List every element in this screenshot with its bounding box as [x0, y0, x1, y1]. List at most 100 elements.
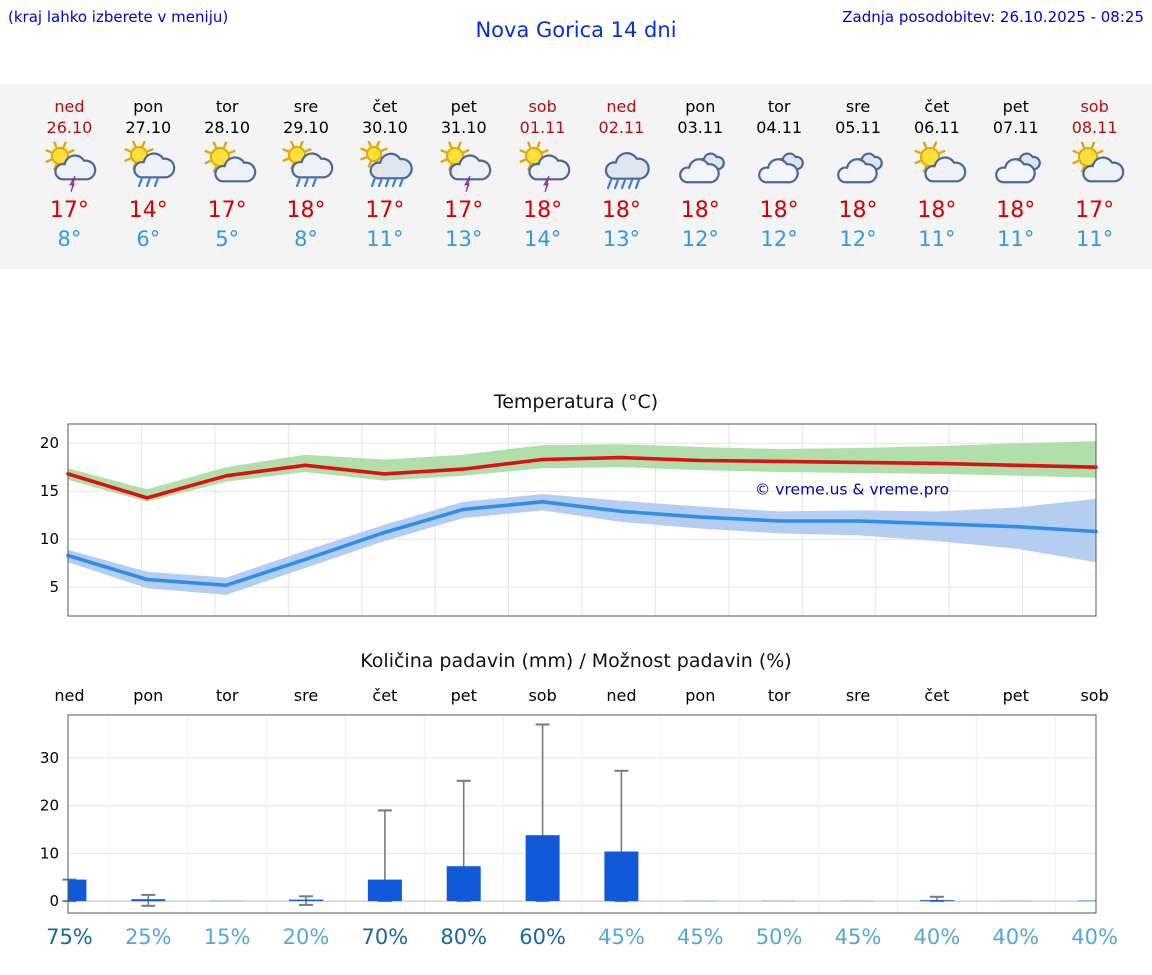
day-name: sob: [1080, 97, 1109, 116]
high-temp: 18°: [286, 198, 326, 223]
forecast-day-29.10[interactable]: sre 29.10 18° 8°: [267, 96, 346, 253]
forecast-day-05.11[interactable]: sre 05.11 18° 12°: [819, 96, 898, 253]
low-temp: 11°: [366, 227, 404, 251]
sun-cloud-thunder-icon: [518, 141, 570, 193]
svg-text:30: 30: [40, 749, 59, 767]
day-date: 07.11: [992, 118, 1039, 137]
day-date: 04.11: [756, 118, 803, 137]
precip-probability: 20%: [282, 925, 330, 949]
high-temp: 18°: [523, 198, 563, 223]
forecast-day-04.11[interactable]: tor 04.11 18° 12°: [740, 96, 819, 253]
day-date: 08.11: [1071, 118, 1118, 137]
low-temp: 8°: [57, 227, 82, 251]
weather-icon-slot: [424, 141, 503, 195]
day-name: pon: [685, 97, 716, 116]
low-temp: 13°: [602, 227, 641, 251]
weather-icon-slot: [345, 140, 424, 195]
precip-probability: 75%: [46, 925, 93, 949]
precip-day-label: tor: [215, 686, 239, 705]
high-temp: 18°: [838, 198, 878, 223]
precip-probability: 45%: [598, 925, 645, 949]
precip-day-label: pet: [1002, 686, 1029, 705]
forecast-day-03.11[interactable]: pon 03.11 18° 12°: [661, 96, 740, 253]
low-temp: 12°: [681, 227, 719, 251]
forecast-day-31.10[interactable]: pet 31.10 17° 13°: [424, 96, 503, 253]
low-temp: 12°: [839, 227, 877, 251]
menu-hint: (kraj lahko izberete v meniju): [8, 8, 229, 26]
day-name: tor: [767, 97, 791, 116]
forecast-day-06.11[interactable]: čet 06.11 18° 11°: [897, 96, 976, 253]
precip-probability: 25%: [124, 925, 172, 949]
precip-probability: 45%: [676, 925, 724, 949]
svg-text:15: 15: [40, 482, 59, 500]
sun-cloud-rain-icon: [124, 140, 176, 188]
precip-probability: 60%: [519, 925, 566, 949]
low-temp: 14°: [523, 227, 562, 251]
forecast-day-28.10[interactable]: tor 28.10 17° 5°: [188, 96, 267, 253]
weather-icon-slot: [30, 141, 109, 195]
svg-text:10: 10: [40, 844, 59, 862]
precip-day-label: sre: [293, 686, 319, 705]
spacer: [0, 269, 1152, 391]
precip-day-label: sob: [528, 686, 557, 705]
temperature-chart: © vreme.us & vreme.pro 5 10 15 20: [40, 423, 1098, 617]
forecast-day-02.11[interactable]: ned 02.11 18° 13°: [582, 96, 661, 253]
high-temp: 18°: [601, 198, 641, 223]
day-name: pet: [1002, 97, 1029, 116]
precip-day-label: pon: [685, 686, 716, 705]
precip-probability-row: 75% 25% 15% 20% 70% 80% 60% 45% 45% 50% 45% 40% 40% 4…: [0, 925, 1152, 949]
high-temp: 17°: [207, 198, 247, 223]
high-temp: 18°: [917, 198, 957, 223]
svg-text:10: 10: [40, 530, 59, 548]
forecast-day-07.11[interactable]: pet 07.11 18° 11°: [976, 96, 1055, 253]
forecast-day-08.11[interactable]: sob 08.11 17° 11°: [1055, 96, 1134, 253]
day-date: 27.10: [125, 118, 172, 137]
day-date: 30.10: [361, 118, 408, 137]
weather-icon-slot: [503, 141, 582, 195]
precip-probability: 40%: [1071, 925, 1118, 949]
day-name: čet: [924, 97, 950, 116]
weather-icon-slot: [109, 140, 188, 195]
top-bar: (kraj lahko izberete v meniju) Nova Gori…: [0, 0, 1152, 84]
precip-day-label: sre: [845, 686, 871, 705]
low-temp: 12°: [760, 227, 798, 251]
low-temp: 5°: [215, 227, 240, 251]
svg-text:20: 20: [40, 434, 59, 452]
weather-icon-slot: [267, 140, 346, 195]
cloud-icon: [837, 152, 883, 184]
precipitation-chart-title: Količina padavin (mm) / Možnost padavin …: [360, 650, 792, 672]
precip-probability: 40%: [913, 925, 961, 949]
forecast-day-27.10[interactable]: pon 27.10 14° 6°: [109, 96, 188, 253]
forecast-day-26.10[interactable]: ned 26.10 17° 8°: [30, 96, 109, 253]
forecast-day-30.10[interactable]: čet 30.10 17° 11°: [345, 96, 424, 253]
high-temp: 18°: [996, 198, 1036, 223]
day-date: 29.10: [283, 118, 329, 137]
day-date: 01.11: [519, 118, 566, 137]
sun-cloud-icon: [1072, 141, 1124, 183]
low-temp: 13°: [445, 227, 483, 251]
weather-icon-slot: [976, 141, 1055, 195]
cloud-rain-heavy-icon: [605, 152, 651, 190]
high-temp: 17°: [365, 198, 405, 223]
forecast-day-01.11[interactable]: sob 01.11 18° 14°: [503, 96, 582, 253]
low-temp: 11°: [1075, 227, 1114, 251]
sun-cloud-thunder-icon: [440, 141, 491, 193]
low-temp: 6°: [136, 227, 161, 251]
weather-icon-slot: [582, 141, 661, 195]
precip-day-label: pon: [133, 686, 164, 705]
precip-probability: 15%: [203, 925, 251, 949]
day-date: 31.10: [440, 118, 487, 137]
sun-cloud-thunder-icon: [45, 141, 97, 193]
weather-icon-slot: [897, 141, 976, 195]
sun-cloud-icon: [204, 141, 257, 183]
day-name: čet: [372, 97, 398, 116]
sun-cloud-rain-heavy-icon: [360, 140, 413, 188]
day-name: sre: [293, 97, 319, 116]
svg-text:© vreme.us & vreme.pro: © vreme.us & vreme.pro: [755, 480, 949, 498]
spacer2: [0, 624, 1152, 650]
low-temp: 11°: [997, 227, 1035, 251]
precip-probability: 80%: [440, 925, 488, 949]
precip-probability: 45%: [834, 925, 882, 949]
day-name: ned: [54, 97, 85, 116]
sun-cloud-icon: [914, 141, 967, 183]
